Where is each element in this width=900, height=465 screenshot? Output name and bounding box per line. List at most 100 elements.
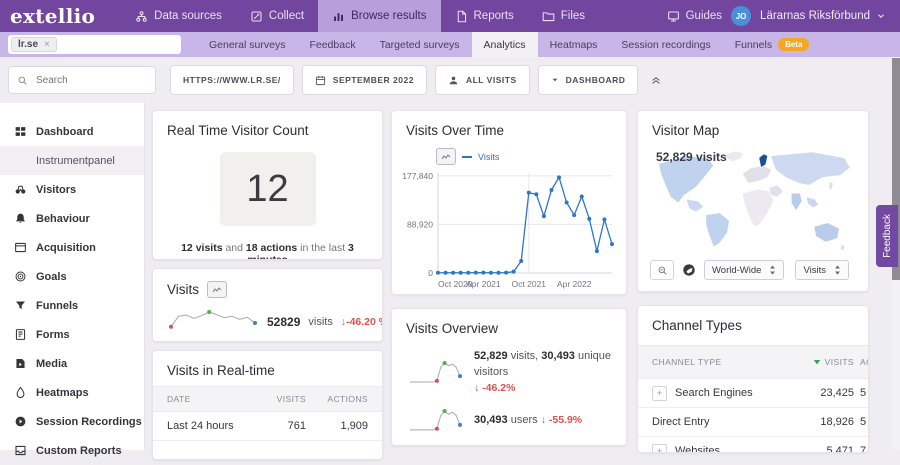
visits-delta: ↓-46.20 % bbox=[340, 316, 382, 328]
tab-heatmaps[interactable]: Heatmaps bbox=[549, 38, 598, 51]
site-url-button[interactable]: HTTPS://WWW.LR.SE/ bbox=[170, 65, 294, 95]
date-range-button[interactable]: SEPTEMBER 2022 bbox=[301, 65, 427, 95]
tab-feedback[interactable]: Feedback bbox=[309, 38, 356, 51]
expand-icon[interactable]: + bbox=[652, 385, 667, 401]
collapse-toolbar-button[interactable] bbox=[650, 74, 662, 86]
card-title: Visits Overview bbox=[406, 321, 499, 336]
files-icon bbox=[542, 11, 555, 21]
guides-button[interactable]: Guides bbox=[667, 10, 722, 23]
visitors-segment-icon bbox=[449, 76, 458, 84]
sidebar-item-heatmaps[interactable]: Heatmaps bbox=[0, 378, 144, 407]
sidebar-item-acquisition[interactable]: Acquisition bbox=[0, 233, 144, 262]
nav-reports[interactable]: Reports bbox=[441, 0, 528, 32]
nav-browse-results[interactable]: Browse results bbox=[318, 0, 441, 32]
collect-icon bbox=[251, 11, 262, 21]
channel-row-search-engines[interactable]: + Search Engines 23,425 5 bbox=[638, 379, 868, 408]
droplet-icon bbox=[16, 386, 25, 398]
map-region-select[interactable]: World-Wide bbox=[704, 260, 785, 280]
chart-type-toggle-icon[interactable] bbox=[436, 148, 456, 165]
extellio-logo[interactable]: extellio bbox=[10, 4, 96, 28]
chart-type-toggle-icon[interactable] bbox=[207, 281, 228, 298]
visits-over-time-chart: 0 88,920 177,840 Oct 2020 Apr 2021 Oct 2021 Ap… bbox=[392, 165, 626, 291]
map-metric-select[interactable]: Visits bbox=[795, 260, 849, 280]
overview-row-users: 30,493 users ↓ -55.9% bbox=[392, 402, 626, 440]
channel-row-websites[interactable]: + Websites 5,471 7 bbox=[638, 437, 868, 452]
sidebar-item-forms[interactable]: Forms bbox=[0, 320, 144, 349]
nav-data-sources[interactable]: Data sources bbox=[121, 0, 236, 32]
top-header: extellio Data sources Collect Browse res… bbox=[0, 0, 900, 32]
card-title: Channel Types bbox=[652, 318, 742, 333]
user-avatar[interactable]: JO bbox=[731, 6, 752, 26]
chevron-down-icon bbox=[878, 14, 884, 18]
expand-icon[interactable]: + bbox=[652, 443, 667, 452]
svg-text:88,920: 88,920 bbox=[407, 219, 433, 229]
site-filter-input[interactable]: lr.se × bbox=[8, 35, 181, 54]
world-map[interactable]: 52,829 visits bbox=[648, 146, 858, 256]
double-chevron-up-icon bbox=[652, 77, 661, 84]
map-globe-button[interactable] bbox=[679, 261, 699, 279]
zoom-out-icon bbox=[658, 266, 667, 275]
overview-row-duration: 2 min 49s average visit duration ↑ +33.1… bbox=[392, 440, 626, 445]
sidebar-item-goals[interactable]: Goals bbox=[0, 262, 144, 291]
tab-funnels[interactable]: Funnels Beta bbox=[723, 32, 822, 57]
data-sources-icon bbox=[136, 10, 147, 22]
svg-text:Oct 2020: Oct 2020 bbox=[438, 279, 473, 289]
header-right: Guides JO Lärarnas Riksförbund bbox=[667, 6, 900, 26]
beta-badge: Beta bbox=[778, 38, 810, 51]
result-tabs: General surveys Feedback Targeted survey… bbox=[197, 32, 821, 57]
chip-close-icon[interactable]: × bbox=[44, 39, 50, 50]
filter-toolbar: HTTPS://WWW.LR.SE/ SEPTEMBER 2022 ALL VI… bbox=[0, 57, 900, 103]
play-circle-icon bbox=[15, 416, 26, 427]
sidebar-item-dashboard[interactable]: Dashboard bbox=[0, 117, 144, 146]
segment-button[interactable]: ALL VISITS bbox=[434, 65, 530, 95]
visits-summary-row: 52829 visits ↓-46.20 % bbox=[153, 306, 382, 336]
search-input[interactable] bbox=[34, 73, 147, 87]
world-map-graphic bbox=[658, 150, 851, 252]
tab-general-surveys[interactable]: General surveys bbox=[209, 38, 286, 51]
tab-session-recordings[interactable]: Session recordings bbox=[621, 38, 711, 51]
legend-line-swatch bbox=[462, 155, 472, 158]
tab-targeted-surveys[interactable]: Targeted surveys bbox=[379, 38, 460, 51]
channel-row-direct-entry[interactable]: Direct Entry 18,926 5 bbox=[638, 408, 868, 437]
sidebar-item-media[interactable]: Media bbox=[0, 349, 144, 378]
form-icon bbox=[15, 329, 26, 340]
svg-text:Apr 2021: Apr 2021 bbox=[466, 279, 501, 289]
search-box[interactable] bbox=[8, 66, 156, 94]
scrollbar-thumb[interactable] bbox=[892, 58, 900, 280]
table-header: CHANNEL TYPE VISITS ACTIONS bbox=[638, 345, 868, 379]
report-inbox-icon bbox=[15, 445, 26, 456]
card-title: Visits bbox=[167, 282, 200, 297]
calendar-icon bbox=[315, 75, 325, 85]
sidebar-item-visitors[interactable]: Visitors bbox=[0, 175, 144, 204]
map-visits-label: 52,829 visits bbox=[656, 150, 727, 164]
site-filter-chip[interactable]: lr.se × bbox=[11, 37, 57, 52]
map-zoom-out-button[interactable] bbox=[650, 260, 674, 280]
nav-files[interactable]: Files bbox=[528, 0, 599, 32]
card-visitor-map: Visitor Map 52,829 visits bbox=[637, 110, 869, 292]
feedback-tab[interactable]: Feedback bbox=[876, 205, 898, 267]
sidebar-item-behaviour[interactable]: Behaviour bbox=[0, 204, 144, 233]
chart-legend: Visits bbox=[436, 148, 626, 165]
sidebar-item-custom-reports[interactable]: Custom Reports bbox=[0, 436, 144, 465]
card-visits-over-time: Visits Over Time Visits 0 88,920 177,840 Oc… bbox=[391, 110, 627, 295]
card-channel-types: Channel Types CHANNEL TYPE VISITS ACTION… bbox=[637, 305, 869, 453]
sidebar-item-funnels[interactable]: Funnels bbox=[0, 291, 144, 320]
map-footer: World-Wide Visits bbox=[638, 256, 868, 280]
globe-icon bbox=[683, 264, 695, 276]
view-selector-button[interactable]: DASHBOARD bbox=[537, 65, 639, 95]
nav-collect[interactable]: Collect bbox=[236, 0, 318, 32]
sidebar-item-instrumentpanel[interactable]: Instrumentpanel bbox=[0, 146, 144, 175]
sidebar-item-session-recordings[interactable]: Session Recordings bbox=[0, 407, 144, 436]
visits-sort-header[interactable]: VISITS bbox=[784, 357, 854, 367]
tab-analytics[interactable]: Analytics bbox=[471, 32, 538, 57]
visits-sparkline bbox=[167, 308, 259, 336]
sub-nav: lr.se × General surveys Feedback Targete… bbox=[0, 32, 900, 57]
svg-text:177,840: 177,840 bbox=[402, 171, 433, 181]
select-arrows-icon bbox=[770, 265, 776, 275]
select-arrows-icon bbox=[834, 265, 840, 275]
binoculars-icon bbox=[15, 185, 26, 194]
card-title: Visits in Real-time bbox=[167, 363, 275, 378]
bell-icon bbox=[16, 213, 25, 224]
svg-text:Oct 2021: Oct 2021 bbox=[512, 279, 547, 289]
account-menu[interactable]: Lärarnas Riksförbund bbox=[760, 10, 886, 22]
